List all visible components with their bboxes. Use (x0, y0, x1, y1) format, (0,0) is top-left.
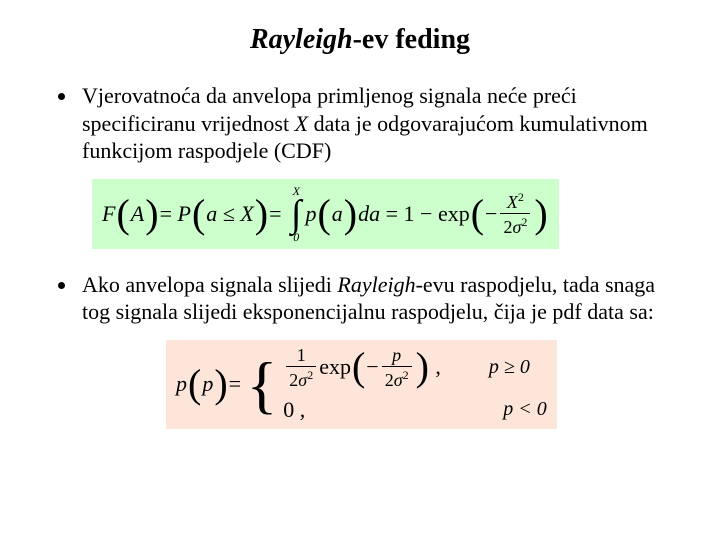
pdf-p: p (176, 371, 187, 397)
paren-icon: ( (115, 200, 130, 228)
case1-den: 2σ2 (286, 369, 316, 389)
cdf-A: A (131, 201, 144, 227)
cdf-P: P (177, 201, 190, 227)
cdf-frac-den: 2σ2 (500, 216, 530, 236)
case1-frac2: p 2σ2 (382, 346, 412, 389)
cdf-X-pow: 2 (518, 190, 524, 204)
slide-title: Rayleigh-ev feding (36, 24, 684, 56)
cases-body: 1 2σ2 exp ( − p 2 (283, 346, 547, 423)
eq-sign: = (229, 371, 247, 397)
frac-bar-icon (500, 213, 530, 214)
case2-cond: p < 0 (503, 398, 547, 421)
frac-bar-icon (382, 366, 412, 367)
cases: { 1 2σ2 exp ( − (247, 346, 547, 423)
case1-frac1: 1 2σ2 (286, 346, 316, 389)
cdf-minus: − (485, 201, 497, 227)
title-rest: -ev feding (353, 24, 470, 55)
paren-icon: ( (191, 200, 206, 228)
eq-sign: = (380, 201, 403, 227)
paren-icon: ) (533, 200, 548, 228)
bullet-2: Ako anvelopa signala slijedi Rayleigh-ev… (78, 271, 684, 326)
bullet-2-pre: Ako anvelopa signala slijedi (82, 272, 337, 297)
cdf-frac-num: X2 (504, 191, 527, 211)
pdf-arg: p (202, 371, 213, 397)
case-2: 0 , p < 0 (283, 397, 547, 423)
case1-cond: p ≥ 0 (489, 356, 530, 379)
case1-num: 1 (294, 346, 309, 364)
case1-exp-den: 2σ2 (382, 369, 412, 389)
title-italic: Rayleigh (250, 24, 353, 55)
paren-icon: ( (351, 353, 366, 381)
paren-icon: ( (470, 200, 485, 228)
paren-icon: ) (144, 200, 159, 228)
slide: Rayleigh-ev feding Vjerovatnoća da anvel… (0, 0, 720, 540)
paren-icon: ( (316, 200, 331, 228)
case1-minus: − (366, 354, 378, 380)
int-lower: 0 (293, 231, 299, 243)
paren-icon: ) (213, 370, 228, 398)
eq-sign: = (269, 201, 287, 227)
equation-cdf: F ( A ) = P ( a ≤ X ) = X ∫ 0 p ( a ) da… (92, 179, 559, 249)
cdf-X: X (507, 192, 518, 212)
paren-icon: ) (254, 200, 269, 228)
bullet-list-2: Ako anvelopa signala slijedi Rayleigh-ev… (36, 271, 684, 326)
bullet-1-italic: X (295, 111, 308, 136)
case1-exp-den-2: 2 (385, 370, 394, 390)
int-a: a (332, 201, 343, 227)
cdf-sigma: σ (512, 217, 521, 237)
case1-sigma-pow: 2 (307, 368, 313, 382)
case2-val: 0 , (283, 397, 305, 423)
case1-exp-sigma: σ (394, 370, 403, 390)
equation-pdf: p ( p ) = { 1 2σ2 exp (166, 340, 557, 429)
frac-bar-icon (286, 366, 316, 367)
cdf-frac: X2 2σ2 (500, 191, 530, 236)
integral-icon: X ∫ 0 (291, 185, 301, 243)
int-symbol: ∫ (291, 197, 301, 231)
cdf-sigma-pow: 2 (521, 215, 527, 229)
brace-icon: { (247, 359, 284, 410)
equation-pdf-wrap: p ( p ) = { 1 2σ2 exp (166, 340, 684, 429)
case1-exp-p: p (389, 346, 404, 364)
case1-den-2: 2 (289, 370, 298, 390)
paren-icon: ) (415, 353, 430, 381)
int-da: da (358, 201, 380, 227)
bullet-1: Vjerovatnoća da anvelopa primljenog sign… (78, 82, 684, 165)
case-1: 1 2σ2 exp ( − p 2 (283, 346, 547, 389)
case1-sigma: σ (298, 370, 307, 390)
cdf-rel: a ≤ X (206, 201, 254, 227)
bullet-2-italic: Rayleigh (337, 272, 415, 297)
equation-cdf-wrap: F ( A ) = P ( a ≤ X ) = X ∫ 0 p ( a ) da… (92, 179, 684, 249)
paren-icon: ) (343, 200, 358, 228)
case1-exp-sigma-pow: 2 (403, 368, 409, 382)
eq-sign: = (160, 201, 178, 227)
cdf-F: F (102, 201, 115, 227)
paren-icon: ( (187, 370, 202, 398)
bullet-list: Vjerovatnoća da anvelopa primljenog sign… (36, 82, 684, 165)
cdf-rhs-prefix: 1 − exp (404, 201, 470, 227)
comma: , (430, 354, 441, 380)
int-p: p (305, 201, 316, 227)
case1-exp: exp (319, 354, 351, 380)
